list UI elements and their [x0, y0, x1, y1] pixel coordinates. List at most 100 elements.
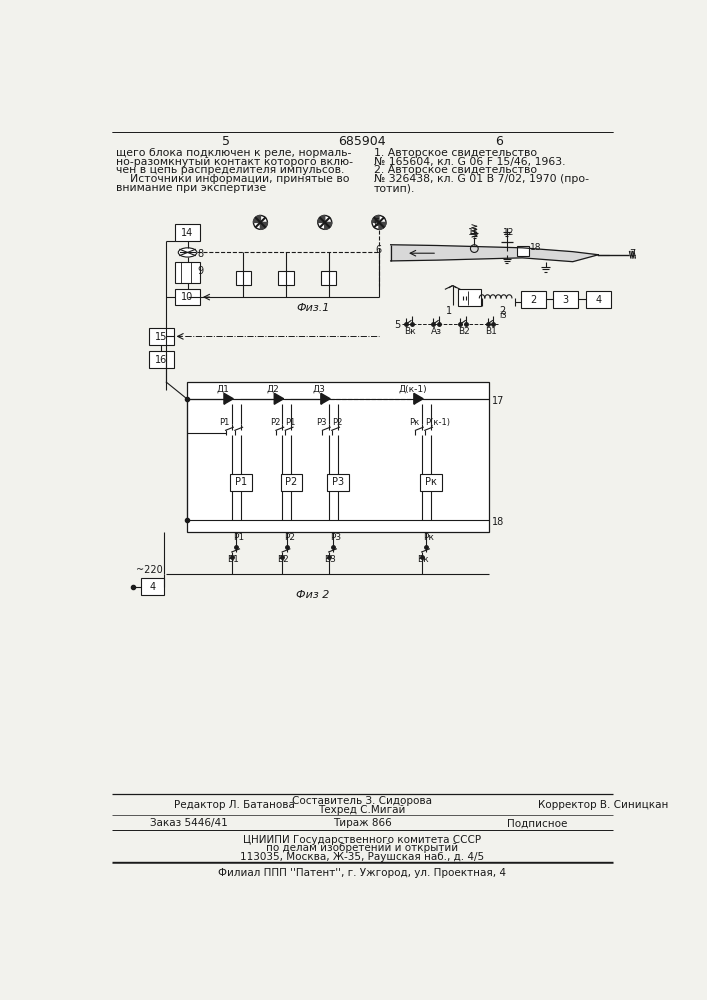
Bar	[279, 271, 293, 285]
Text: 5: 5	[221, 135, 230, 148]
Bar	[175, 224, 200, 241]
Text: 12: 12	[503, 228, 515, 237]
Text: Физ.1: Физ.1	[296, 303, 329, 313]
Text: Д1: Д1	[216, 385, 229, 394]
Text: Р3: Р3	[330, 533, 341, 542]
Text: 4: 4	[595, 295, 602, 305]
Text: 2: 2	[530, 295, 537, 305]
Text: В2: В2	[458, 327, 469, 336]
Text: В1: В1	[485, 327, 497, 336]
Polygon shape	[379, 222, 386, 229]
Polygon shape	[253, 215, 260, 222]
Text: 1: 1	[446, 306, 452, 316]
Text: i3: i3	[499, 311, 507, 320]
Bar	[321, 271, 337, 285]
Text: 5: 5	[395, 320, 401, 330]
Text: Р1: Р1	[235, 477, 247, 487]
Text: чен в цепь распределителя импульсов.: чен в цепь распределителя импульсов.	[115, 165, 344, 175]
Circle shape	[317, 215, 332, 229]
Text: 685904: 685904	[338, 135, 386, 148]
Bar	[149, 328, 174, 345]
Polygon shape	[317, 215, 325, 222]
Circle shape	[253, 215, 267, 229]
Text: Рк: Рк	[425, 477, 437, 487]
Bar	[141, 578, 164, 595]
Text: Составитель З. Сидорова: Составитель З. Сидорова	[292, 796, 432, 806]
Bar	[235, 271, 251, 285]
Text: Р3: Р3	[316, 418, 327, 427]
Bar	[175, 289, 200, 305]
Text: 3: 3	[563, 295, 569, 305]
Text: Р2: Р2	[270, 418, 280, 427]
Circle shape	[372, 215, 386, 229]
Text: 7: 7	[629, 249, 636, 259]
Text: тотип).: тотип).	[373, 183, 415, 193]
Text: № 326438, кл. G 01 B 7/02, 1970 (про-: № 326438, кл. G 01 B 7/02, 1970 (про-	[373, 174, 588, 184]
Bar	[175, 262, 200, 283]
Text: по делам изобретений и открытий: по делам изобретений и открытий	[266, 843, 458, 853]
Bar	[420, 474, 442, 491]
Text: Р2: Р2	[332, 418, 342, 427]
Text: № 165604, кл. G 06 F 15/46, 1963.: № 165604, кл. G 06 F 15/46, 1963.	[373, 157, 565, 167]
Text: Тираж 866: Тираж 866	[332, 818, 392, 828]
Bar	[327, 474, 349, 491]
Text: В1: В1	[227, 555, 239, 564]
Text: Заказ 5446/41: Заказ 5446/41	[151, 818, 228, 828]
Text: 14: 14	[182, 228, 194, 238]
Polygon shape	[224, 393, 233, 404]
Text: Техред С.Мигай: Техред С.Мигай	[318, 805, 406, 815]
Polygon shape	[274, 393, 284, 404]
Ellipse shape	[178, 248, 197, 257]
Bar	[554, 291, 578, 308]
Text: В2: В2	[277, 555, 289, 564]
Polygon shape	[391, 245, 598, 262]
Text: Р(к-1): Р(к-1)	[425, 418, 450, 427]
Bar	[149, 351, 174, 368]
Text: Вк: Вк	[404, 327, 416, 336]
Text: Д2: Д2	[267, 385, 279, 394]
Text: 18: 18	[530, 243, 542, 252]
Polygon shape	[260, 222, 267, 229]
Bar	[281, 474, 303, 491]
Text: 6: 6	[375, 245, 381, 255]
Text: Р2: Р2	[284, 533, 295, 542]
Polygon shape	[325, 222, 332, 229]
Text: 16: 16	[155, 355, 168, 365]
Text: Рк: Рк	[423, 533, 434, 542]
Text: 113035, Москва, Ж-35, Раушская наб., д. 4/5: 113035, Москва, Ж-35, Раушская наб., д. …	[240, 852, 484, 861]
Text: 18: 18	[492, 517, 504, 527]
Text: 4: 4	[150, 582, 156, 592]
Text: Корректор В. Синицкан: Корректор В. Синицкан	[538, 800, 668, 810]
Text: Физ 2: Физ 2	[296, 590, 329, 600]
Text: Д3: Д3	[313, 385, 326, 394]
Bar	[517, 246, 530, 256]
Text: Редактор Л. Батанова: Редактор Л. Батанова	[174, 800, 295, 810]
Text: 8: 8	[197, 249, 203, 259]
Bar	[586, 291, 611, 308]
Text: Рк: Рк	[409, 418, 419, 427]
Text: Подписное: Подписное	[507, 818, 567, 828]
Bar	[458, 289, 481, 306]
Text: Д(к-1): Д(к-1)	[398, 385, 426, 394]
Text: Р1: Р1	[285, 418, 296, 427]
Text: ЦНИИПИ Государственного комитета СССР: ЦНИИПИ Государственного комитета СССР	[243, 835, 481, 845]
Text: Р1: Р1	[233, 533, 245, 542]
Text: Аз: Аз	[431, 327, 442, 336]
Text: Филиал ППП ''Патент'', г. Ужгород, ул. Проектная, 4: Филиал ППП ''Патент'', г. Ужгород, ул. П…	[218, 868, 506, 878]
Text: Р2: Р2	[286, 477, 298, 487]
Polygon shape	[414, 393, 423, 404]
Text: Источники информации, принятые во: Источники информации, принятые во	[115, 174, 349, 184]
Text: Вк: Вк	[417, 555, 428, 564]
Text: 11: 11	[468, 228, 479, 237]
Bar	[521, 291, 546, 308]
Text: 10: 10	[182, 292, 194, 302]
Text: 6: 6	[495, 135, 503, 148]
Text: Р1: Р1	[219, 418, 230, 427]
Text: щего блока подключен к реле, нормаль-: щего блока подключен к реле, нормаль-	[115, 148, 351, 158]
Text: 15: 15	[155, 332, 168, 342]
Text: В3: В3	[324, 555, 336, 564]
Bar	[187, 382, 489, 532]
Polygon shape	[321, 393, 330, 404]
Text: внимание при экспертизе: внимание при экспертизе	[115, 183, 266, 193]
Text: 2: 2	[499, 306, 506, 316]
